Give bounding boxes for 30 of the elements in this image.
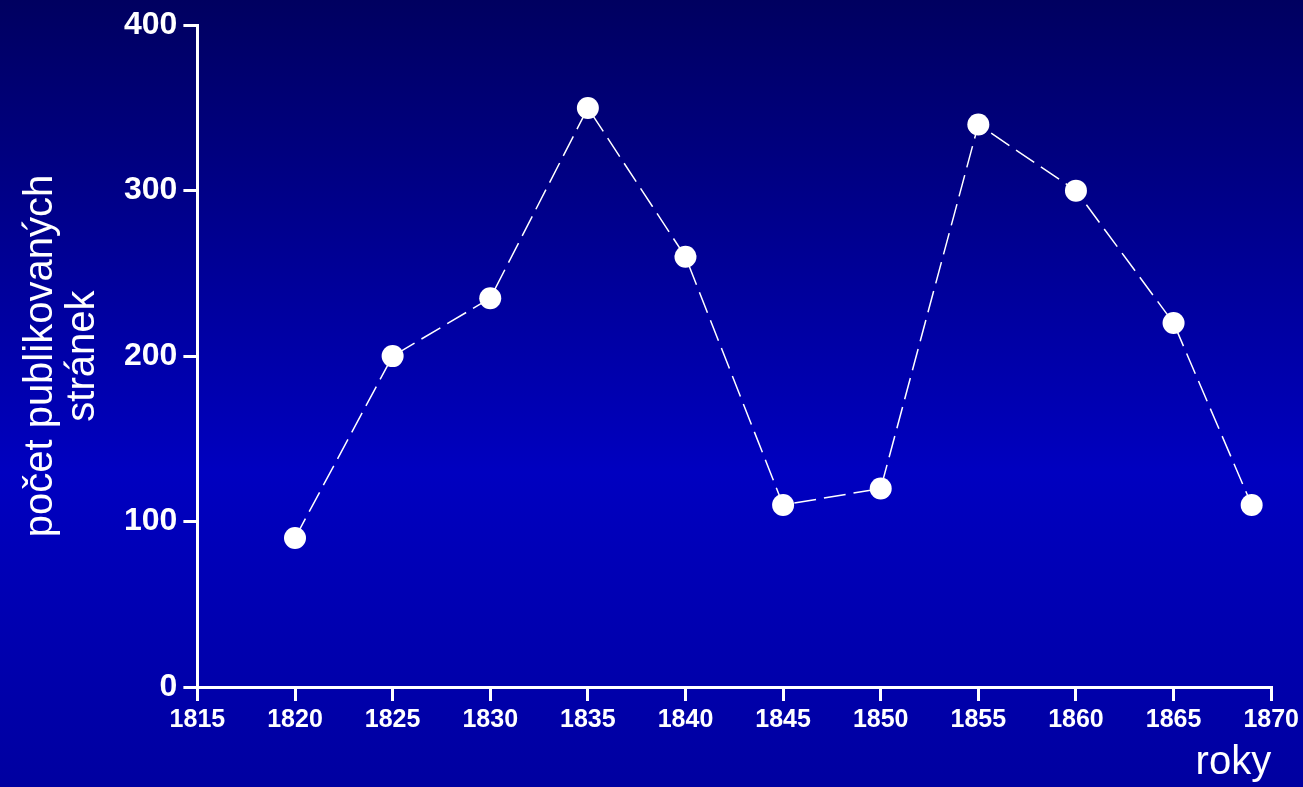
point [1240, 494, 1263, 517]
x-tick-label: 1865 [1145, 703, 1202, 732]
point [576, 96, 599, 119]
x-tick-label: 1815 [169, 703, 226, 732]
x-tick-label: 1835 [560, 703, 616, 732]
x-tick-label: 1850 [852, 703, 909, 732]
point [479, 287, 502, 310]
x-tick-label: 1855 [950, 703, 1007, 732]
y-tick-label: 0 [159, 666, 178, 703]
y-tick-label: 200 [124, 335, 178, 372]
x-tick-label: 1870 [1243, 703, 1299, 732]
point [772, 494, 795, 517]
point [869, 477, 892, 500]
x-tick-label: 1840 [657, 703, 714, 732]
y-tick-label: 400 [124, 5, 178, 42]
point [967, 113, 990, 136]
point [1064, 179, 1087, 202]
x-tick-label: 1825 [364, 703, 421, 732]
point [1162, 312, 1185, 335]
point [284, 527, 307, 550]
x-tick-label: 1860 [1048, 703, 1104, 732]
point [674, 245, 697, 268]
x-tick-label: 1830 [462, 703, 519, 732]
y-tick-label: 100 [124, 501, 178, 538]
point [381, 345, 404, 368]
y-tick-label: 300 [124, 170, 178, 207]
x-tick-label: 1845 [755, 703, 811, 732]
y-axis-title: počet publikovaných stránek [16, 174, 103, 538]
x-axis-title: roky [1195, 738, 1272, 783]
x-tick-label: 1820 [267, 703, 323, 732]
